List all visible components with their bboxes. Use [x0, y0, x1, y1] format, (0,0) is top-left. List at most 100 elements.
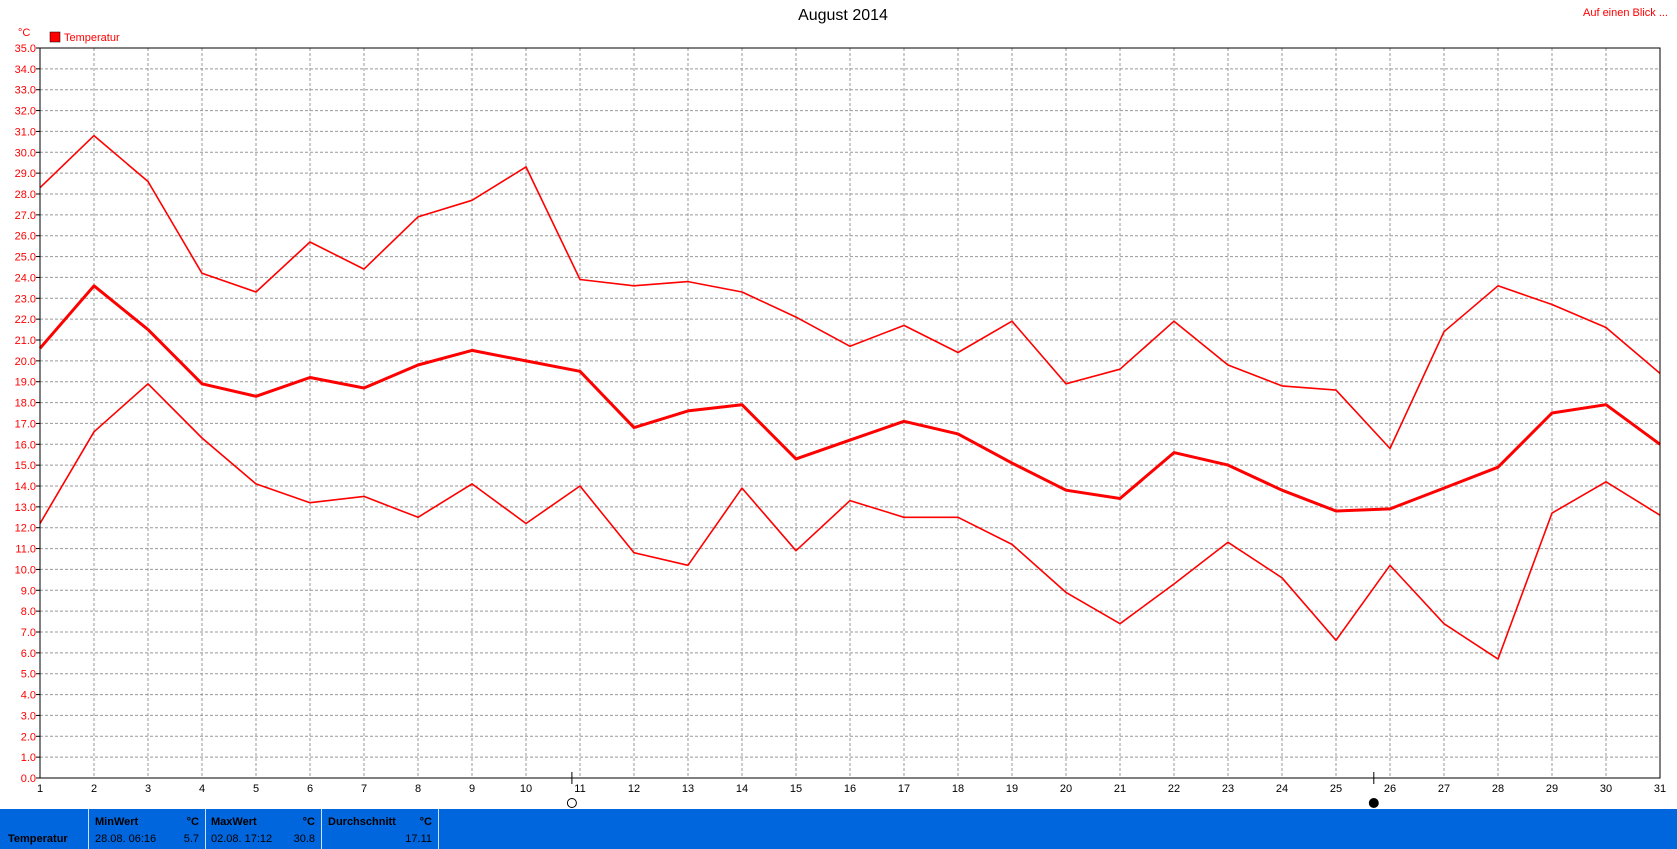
stats-bar: Temperatur MinWert °C 28.08. 06:16 5.7 M…	[0, 809, 1677, 849]
x-tick-label: 24	[1276, 783, 1288, 795]
x-tick-label: 25	[1330, 783, 1342, 795]
x-tick-label: 16	[844, 783, 856, 795]
min-header: MinWert	[95, 816, 139, 828]
x-tick-label: 12	[628, 783, 640, 795]
min-stat: MinWert °C 28.08. 06:16 5.7	[88, 809, 206, 849]
full-moon-icon	[566, 798, 577, 808]
max-value: 30.8	[293, 833, 315, 845]
x-tick-label: 28	[1492, 783, 1504, 795]
chart-title: August 2014	[798, 7, 888, 24]
min-when: 28.08. 06:16	[95, 833, 157, 845]
x-tick-label: 18	[952, 783, 964, 795]
y-tick-label: 20.0	[15, 356, 36, 368]
x-tick-label: 27	[1438, 783, 1450, 795]
x-tick-label: 13	[682, 783, 694, 795]
y-tick-label: 4.0	[21, 690, 36, 702]
y-tick-label: 16.0	[15, 439, 36, 451]
x-tick-label: 30	[1600, 783, 1612, 795]
x-tick-label: 10	[520, 783, 532, 795]
max-unit: °C	[302, 816, 315, 828]
y-tick-label: 22.0	[15, 314, 36, 326]
y-tick-label: 30.0	[15, 147, 36, 159]
x-tick-label: 2	[91, 783, 97, 795]
avg-unit: °C	[419, 816, 432, 828]
y-tick-label: 23.0	[15, 293, 36, 305]
series-line-min	[39, 382, 1661, 660]
y-tick-label: 35.0	[15, 43, 36, 55]
y-tick-label: 21.0	[15, 335, 36, 347]
y-axis-ticks: 0.0 1.0 2.0 3.0 4.0 5.0 6.0 7.0 8.0 9.0 10.0 11.0 12…	[15, 43, 40, 785]
y-tick-label: 25.0	[15, 252, 36, 264]
x-tick-label: 20	[1060, 783, 1072, 795]
x-tick-label: 22	[1168, 783, 1180, 795]
y-tick-label: 14.0	[15, 481, 36, 493]
legend-label: Temperatur	[64, 32, 120, 44]
new-moon-icon	[1368, 798, 1379, 808]
x-tick-label: 21	[1114, 783, 1126, 795]
y-tick-label: 2.0	[21, 731, 36, 743]
x-tick-label: 8	[415, 783, 421, 795]
y-tick-label: 0.0	[21, 773, 36, 785]
avg-stat: Durchschnitt °C 17.11	[322, 809, 439, 849]
x-tick-label: 6	[307, 783, 313, 795]
y-tick-label: 27.0	[15, 210, 36, 222]
y-tick-label: 34.0	[15, 64, 36, 76]
y-tick-label: 3.0	[21, 710, 36, 722]
x-tick-label: 31	[1654, 783, 1666, 795]
x-tick-label: 26	[1384, 783, 1396, 795]
min-unit: °C	[186, 816, 199, 828]
max-stat: MaxWert °C 02.08. 17:12 30.8	[205, 809, 322, 849]
y-tick-label: 8.0	[21, 606, 36, 618]
y-tick-label: 10.0	[15, 564, 36, 576]
x-tick-label: 17	[898, 783, 910, 795]
series-lines	[38, 134, 1661, 660]
x-tick-label: 19	[1006, 783, 1018, 795]
series-line-max	[39, 134, 1661, 450]
plot-frame	[39, 47, 1661, 779]
y-tick-label: 18.0	[15, 398, 36, 410]
avg-header: Durchschnitt	[328, 816, 396, 828]
y-tick-label: 29.0	[15, 168, 36, 180]
x-tick-label: 14	[736, 783, 748, 795]
x-tick-label: 4	[199, 783, 205, 795]
y-axis-unit: °C	[18, 27, 30, 39]
min-value: 5.7	[183, 833, 199, 845]
x-tick-label: 1	[37, 783, 43, 795]
x-tick-label: 15	[790, 783, 802, 795]
temperature-chart: August 2014 °C Auf einen Blick ... Tempe…	[15, 7, 1668, 808]
y-tick-label: 15.0	[15, 460, 36, 472]
y-tick-label: 7.0	[21, 627, 36, 639]
y-tick-label: 12.0	[15, 523, 36, 535]
y-tick-label: 9.0	[21, 585, 36, 597]
x-tick-label: 29	[1546, 783, 1558, 795]
y-tick-label: 5.0	[21, 669, 36, 681]
y-tick-label: 6.0	[21, 648, 36, 660]
avg-value: 17.11	[405, 833, 432, 845]
y-tick-label: 17.0	[15, 418, 36, 430]
y-tick-label: 31.0	[15, 126, 36, 138]
max-header: MaxWert	[211, 816, 257, 828]
y-tick-label: 13.0	[15, 502, 36, 514]
y-tick-label: 11.0	[15, 544, 36, 556]
y-tick-label: 28.0	[15, 189, 36, 201]
y-tick-label: 1.0	[21, 752, 36, 764]
overview-link[interactable]: Auf einen Blick ...	[1583, 7, 1668, 19]
grid	[40, 48, 1660, 778]
legend-swatch	[49, 31, 61, 43]
stats-series-label: Temperatur	[8, 833, 68, 845]
y-tick-label: 26.0	[15, 231, 36, 243]
x-axis-ticks: 1 2 3 4 5 6 7 8 9 10 11 12 13 14 15 16 17 18 19 20 21 22 23 24 2…	[37, 783, 1666, 795]
x-tick-label: 11	[574, 783, 585, 795]
y-tick-label: 32.0	[15, 106, 36, 118]
x-tick-label: 9	[469, 783, 475, 795]
x-tick-label: 7	[361, 783, 367, 795]
series-line-avg	[38, 284, 1661, 513]
x-tick-label: 23	[1222, 783, 1234, 795]
y-tick-label: 33.0	[15, 85, 36, 97]
x-tick-label: 5	[253, 783, 259, 795]
x-tick-label: 3	[145, 783, 151, 795]
moon-phases	[566, 772, 1379, 808]
y-tick-label: 24.0	[15, 272, 36, 284]
max-when: 02.08. 17:12	[211, 833, 273, 845]
y-tick-label: 19.0	[15, 377, 36, 389]
